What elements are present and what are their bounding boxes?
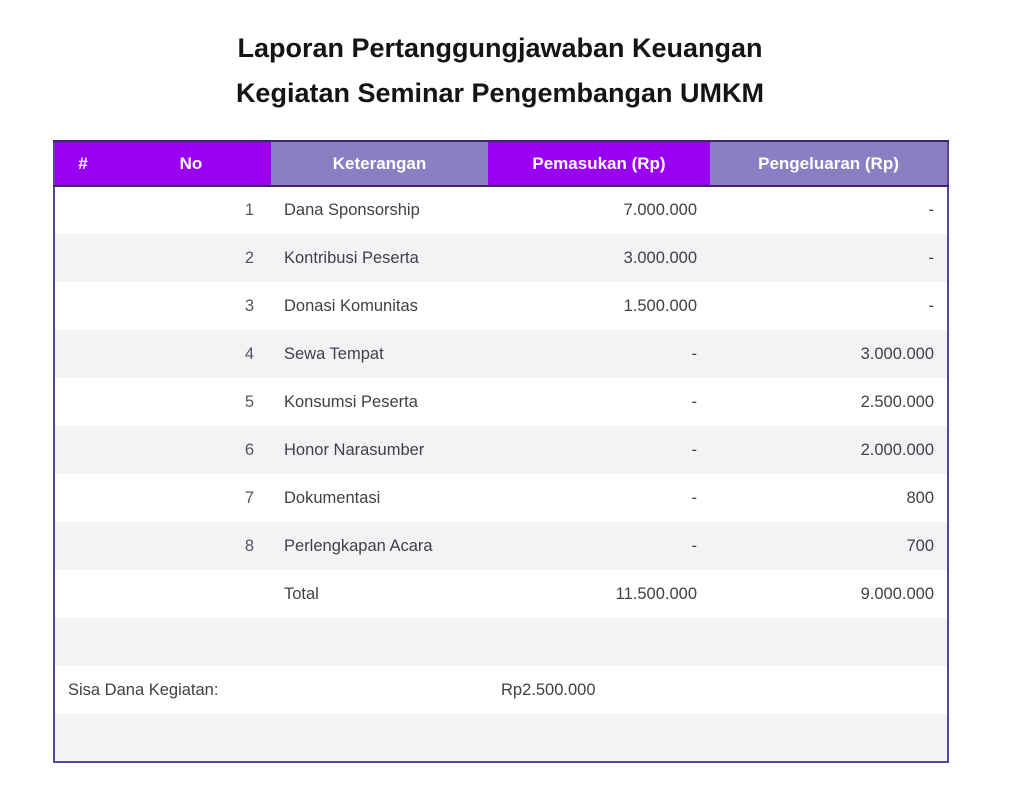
total-pengeluaran-cell: 9.000.000 [710,570,948,618]
keterangan-cell: Sewa Tempat [271,330,488,378]
pengeluaran-cell: 800 [710,474,948,522]
header-keterangan: Keterangan [271,140,488,187]
hash-cell [54,378,111,426]
hash-cell [54,474,111,522]
pengeluaran-cell: 2.500.000 [710,378,948,426]
pengeluaran-cell: 3.000.000 [710,330,948,378]
table-row: 6 Honor Narasumber - 2.000.000 [54,426,948,474]
report-page: Laporan Pertanggungjawaban Keuangan Kegi… [53,0,949,763]
pengeluaran-cell: - [710,186,948,234]
keterangan-cell: Honor Narasumber [271,426,488,474]
finance-report-table: # No Keterangan Pemasukan (Rp) Pengeluar… [53,140,949,763]
spacer-cell [54,714,948,762]
keterangan-cell: Dana Sponsorship [271,186,488,234]
table-row: 7 Dokumentasi - 800 [54,474,948,522]
pemasukan-cell: - [488,426,710,474]
header-pengeluaran: Pengeluaran (Rp) [710,140,948,187]
hash-cell [54,186,111,234]
summary-value: Rp2.500.000 [488,666,710,714]
table-row: 5 Konsumsi Peserta - 2.500.000 [54,378,948,426]
table-row: 2 Kontribusi Peserta 3.000.000 - [54,234,948,282]
pengeluaran-cell: - [710,234,948,282]
keterangan-cell: Perlengkapan Acara [271,522,488,570]
report-title: Laporan Pertanggungjawaban Keuangan Kegi… [53,26,947,116]
pemasukan-cell: 1.500.000 [488,282,710,330]
spacer-row [54,618,948,666]
header-no: No [111,140,271,187]
report-title-line2: Kegiatan Seminar Pengembangan UMKM [235,78,765,108]
pemasukan-cell: - [488,522,710,570]
hash-cell [54,282,111,330]
no-cell: 8 [111,522,271,570]
hash-cell [54,330,111,378]
pemasukan-cell: - [488,474,710,522]
no-cell: 7 [111,474,271,522]
hash-cell [54,426,111,474]
no-cell [111,570,271,618]
keterangan-cell: Konsumsi Peserta [271,378,488,426]
summary-row: Sisa Dana Kegiatan: Rp2.500.000 [54,666,948,714]
no-cell: 2 [111,234,271,282]
no-cell: 1 [111,186,271,234]
pemasukan-cell: 3.000.000 [488,234,710,282]
total-label-cell: Total [271,570,488,618]
keterangan-cell: Dokumentasi [271,474,488,522]
hash-cell [54,522,111,570]
summary-label: Sisa Dana Kegiatan: [54,666,488,714]
pengeluaran-cell: 700 [710,522,948,570]
pemasukan-cell: 7.000.000 [488,186,710,234]
header-row: # No Keterangan Pemasukan (Rp) Pengeluar… [54,140,948,187]
no-cell: 6 [111,426,271,474]
spacer-row [54,714,948,762]
table-row: 3 Donasi Komunitas 1.500.000 - [54,282,948,330]
empty-cell [710,666,948,714]
header-pemasukan: Pemasukan (Rp) [488,140,710,187]
keterangan-cell: Donasi Komunitas [271,282,488,330]
table-row: 1 Dana Sponsorship 7.000.000 - [54,186,948,234]
total-row: Total 11.500.000 9.000.000 [54,570,948,618]
no-cell: 5 [111,378,271,426]
hash-cell [54,570,111,618]
report-title-line1: Laporan Pertanggungjawaban Keuangan [237,33,763,63]
pengeluaran-cell: - [710,282,948,330]
spacer-cell [54,618,948,666]
no-cell: 3 [111,282,271,330]
table-row: 4 Sewa Tempat - 3.000.000 [54,330,948,378]
pemasukan-cell: - [488,378,710,426]
pemasukan-cell: - [488,330,710,378]
table-row: 8 Perlengkapan Acara - 700 [54,522,948,570]
no-cell: 4 [111,330,271,378]
total-pemasukan-cell: 11.500.000 [488,570,710,618]
pengeluaran-cell: 2.000.000 [710,426,948,474]
header-hash: # [54,140,111,187]
keterangan-cell: Kontribusi Peserta [271,234,488,282]
hash-cell [54,234,111,282]
